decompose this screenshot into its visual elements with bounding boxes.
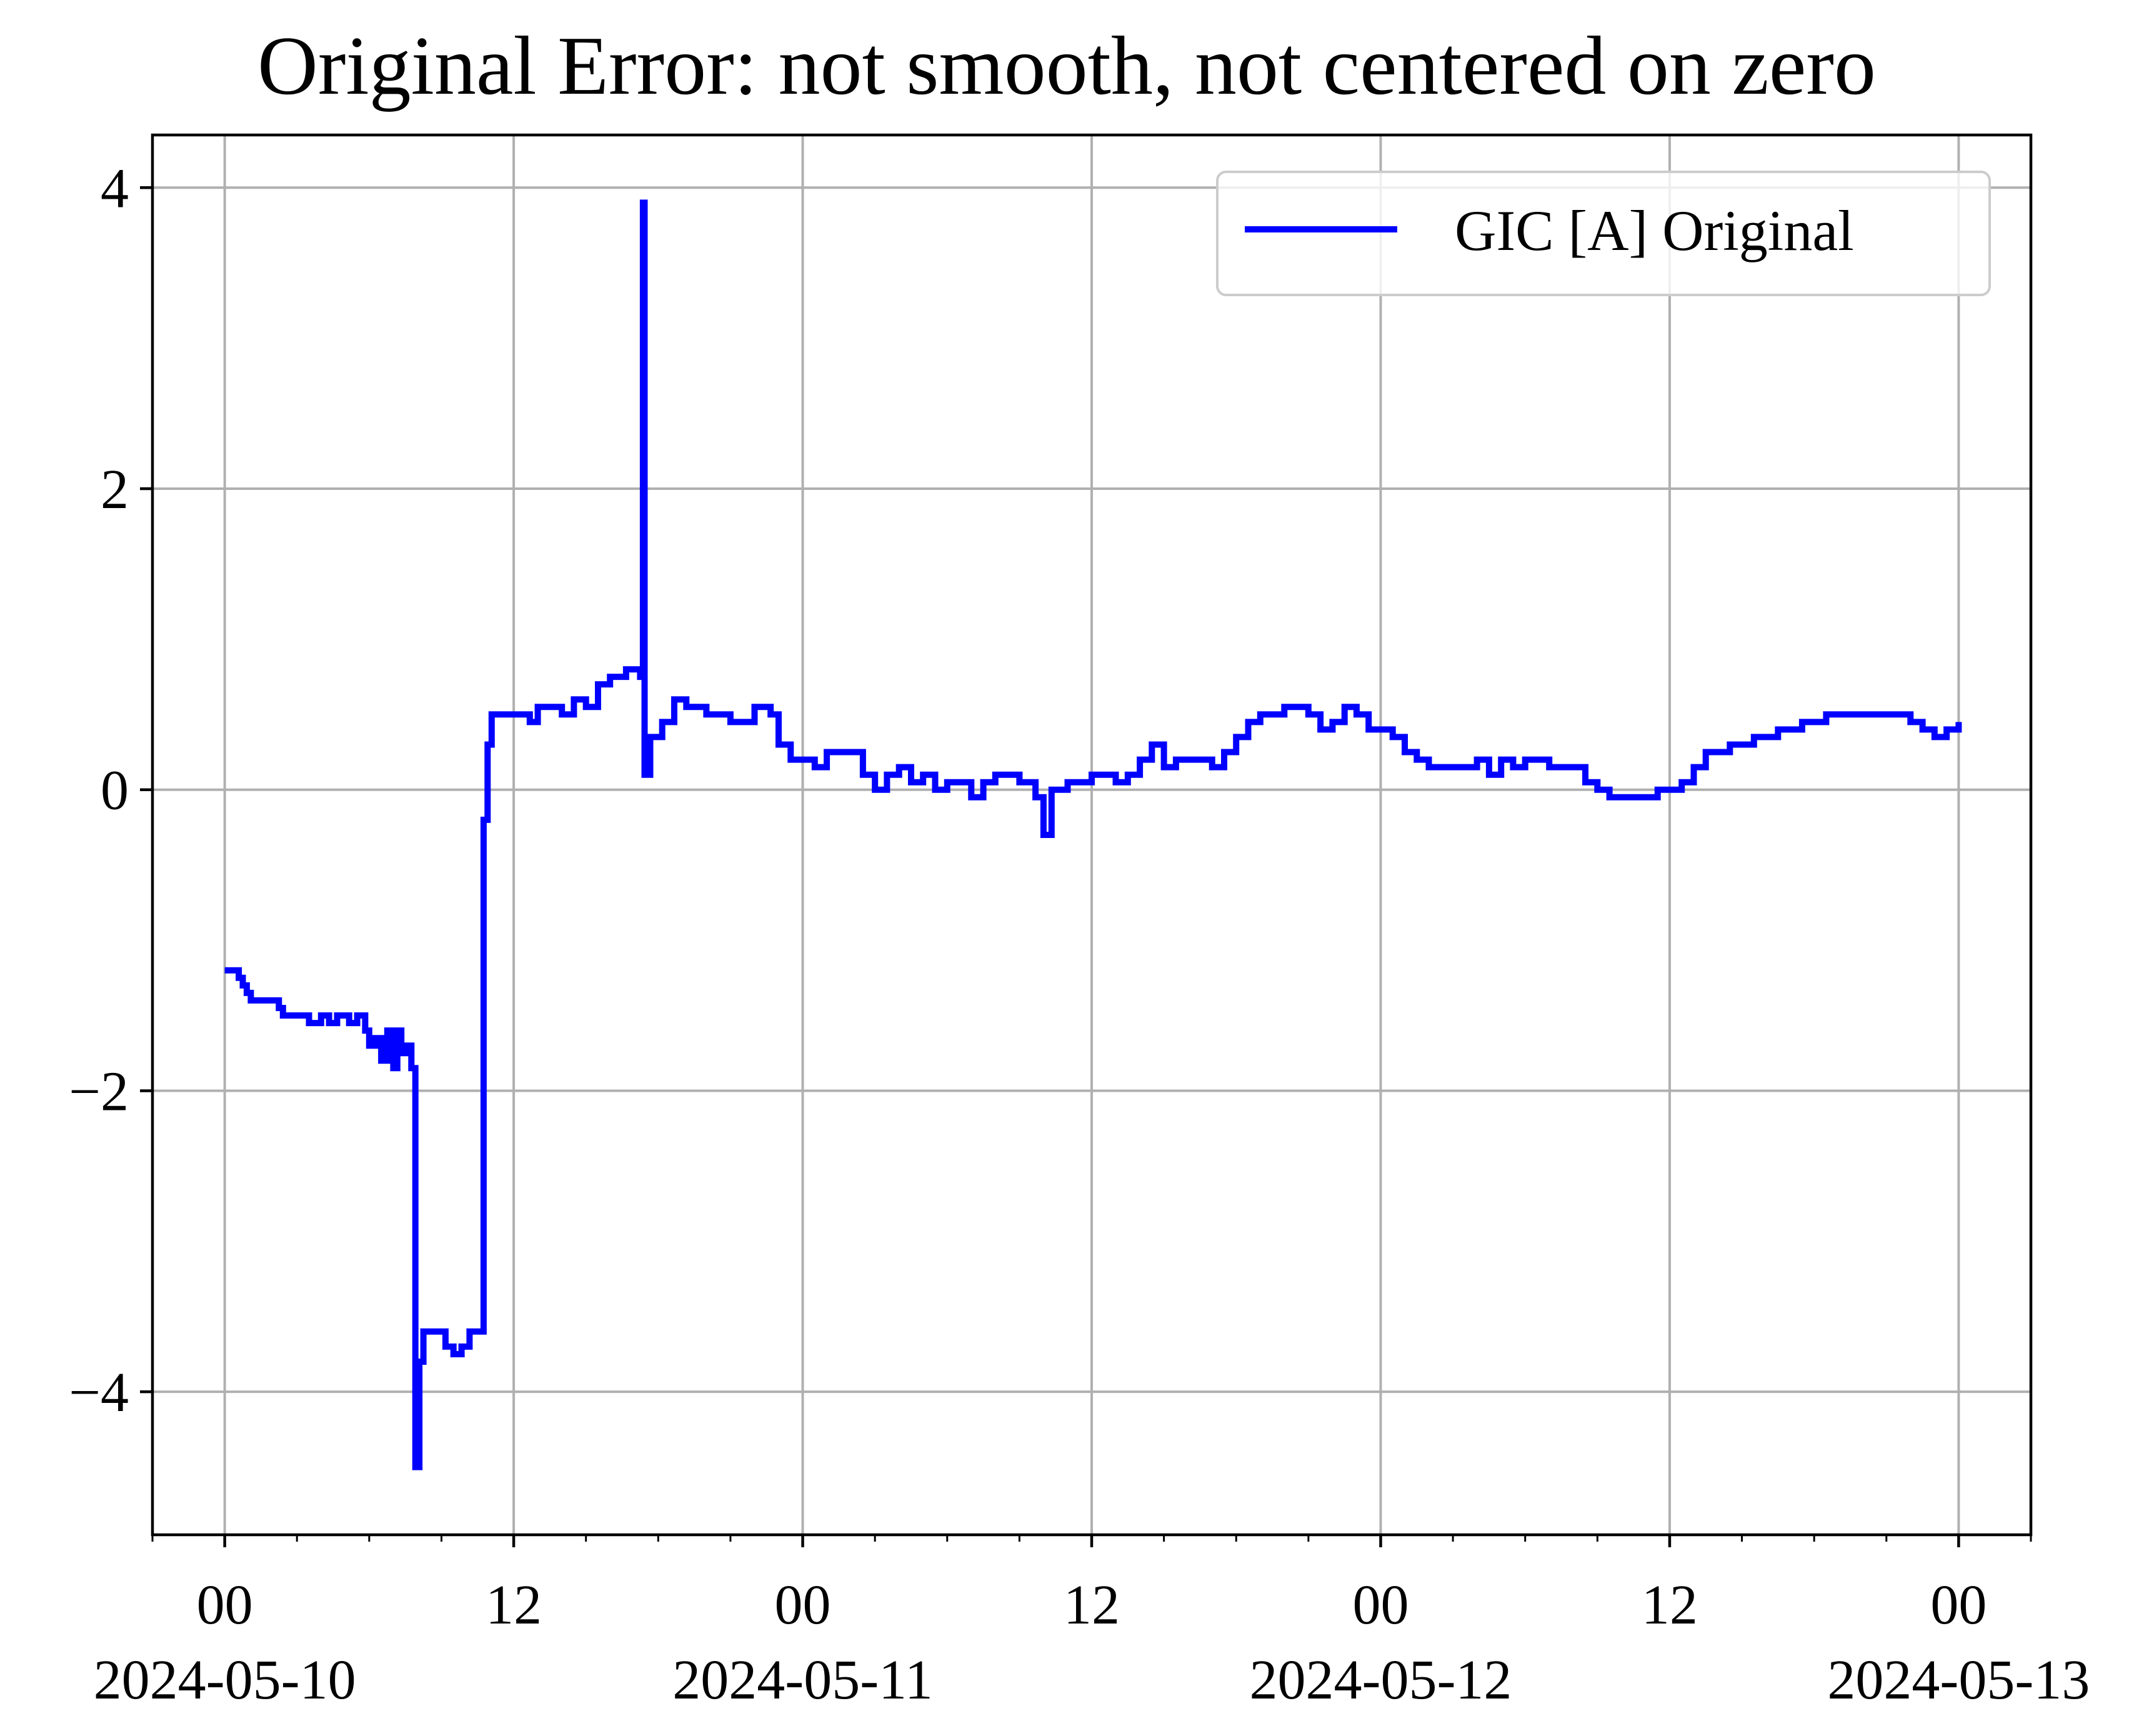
x-tick-label: 12 xyxy=(1064,1574,1120,1636)
y-tick-label: −2 xyxy=(69,1060,129,1122)
x-tick-label: 00 xyxy=(775,1574,831,1636)
x-tick-label: 00 xyxy=(1930,1574,1987,1636)
x-tick-label: 12 xyxy=(486,1574,542,1636)
legend-box xyxy=(1216,171,1991,296)
y-tick-label: 4 xyxy=(101,157,129,219)
series-layer xyxy=(224,199,1962,1470)
y-tick-label: −4 xyxy=(69,1362,129,1424)
x-tick-label: 00 xyxy=(1352,1574,1409,1636)
series-line-gic-original xyxy=(224,199,1962,1470)
x-tick-date-label: 2024-05-10 xyxy=(94,1649,356,1711)
grid xyxy=(152,135,2031,1535)
x-tick-label: 12 xyxy=(1642,1574,1698,1636)
x-axis: 00 2024-05-10 12 00 2024-05-11 12 00 2024-05-12… xyxy=(94,1535,2090,1711)
x-tick-date-label: 2024-05-11 xyxy=(672,1649,933,1711)
x-tick-date-label: 2024-05-12 xyxy=(1249,1649,1512,1711)
y-axis: −4 −2 0 2 4 xyxy=(69,157,152,1424)
y-tick-label: 0 xyxy=(101,760,129,822)
legend-label-gic-original: GIC [A] Original xyxy=(1455,199,1854,262)
x-tick-label: 00 xyxy=(197,1574,253,1636)
x-tick-date-label: 2024-05-13 xyxy=(1827,1649,2090,1711)
y-tick-label: 2 xyxy=(101,459,129,521)
chart-title: Original Error: not smooth, not centered… xyxy=(257,19,1876,112)
legend: GIC [A] Original xyxy=(1216,171,1991,296)
